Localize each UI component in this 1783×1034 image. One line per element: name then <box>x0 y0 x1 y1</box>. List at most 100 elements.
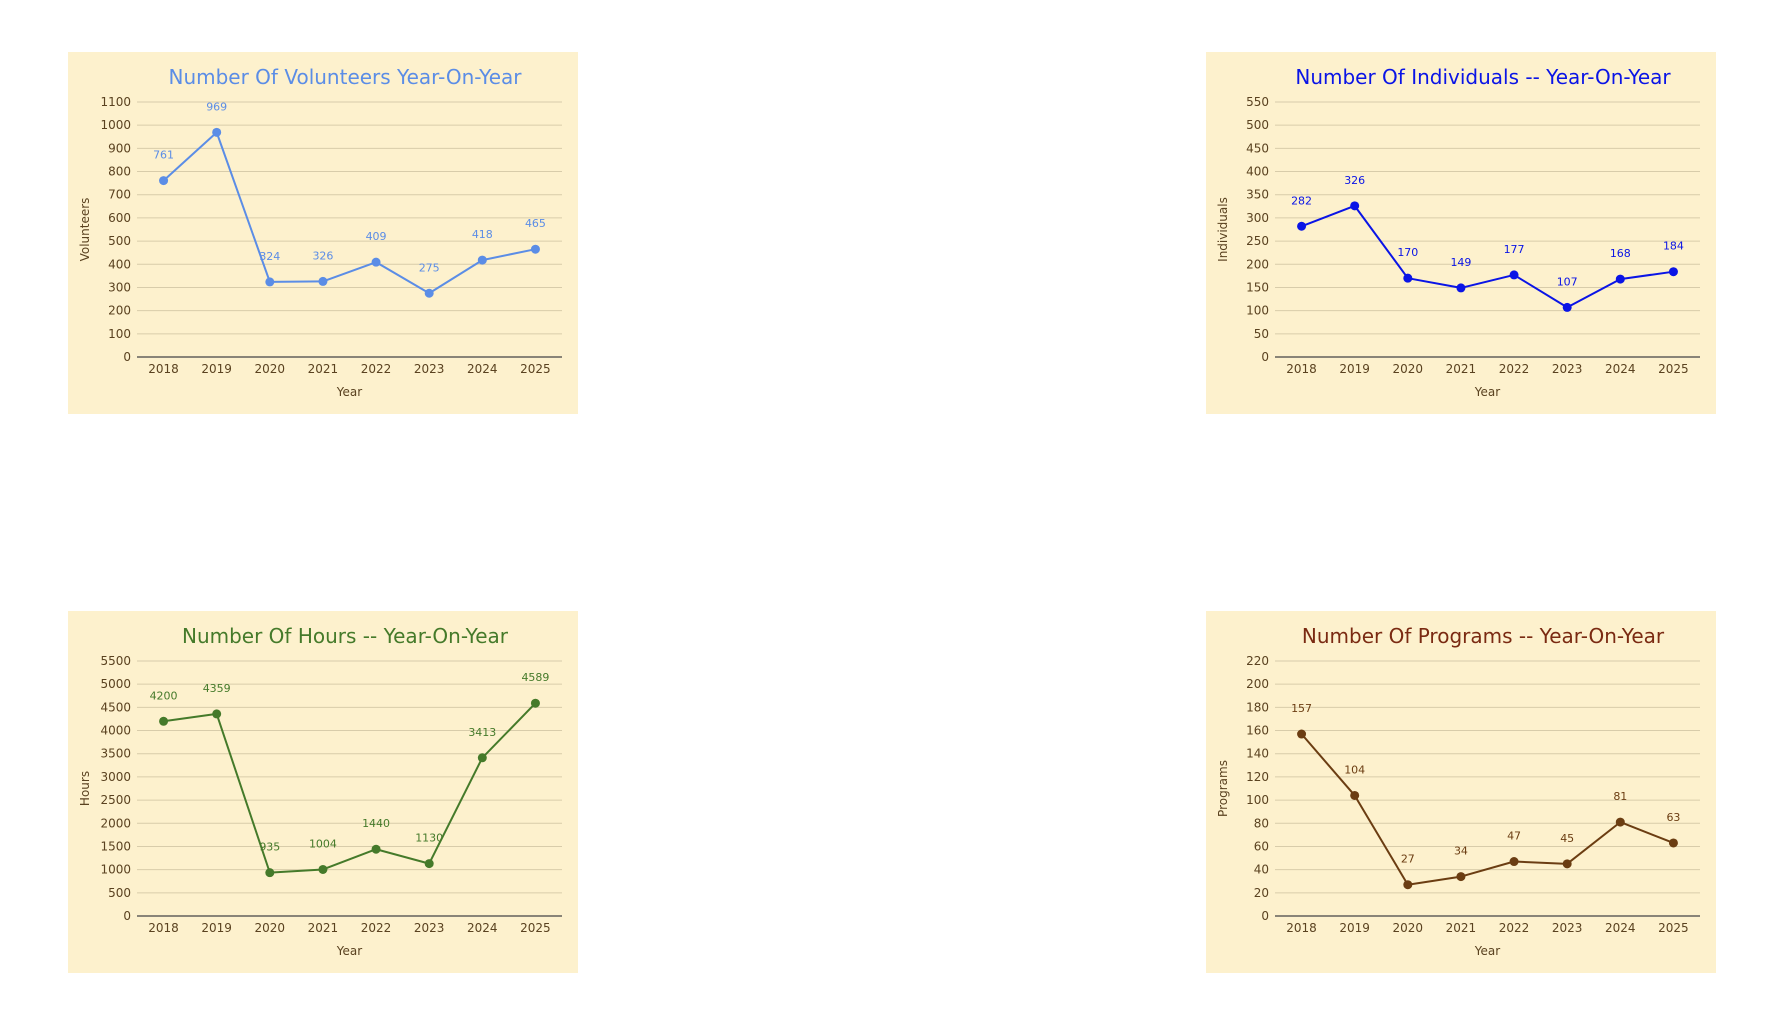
x-tick-label: 2019 <box>201 362 232 376</box>
data-point <box>371 844 381 854</box>
data-label: 104 <box>1344 763 1365 776</box>
x-tick-label: 2022 <box>361 362 392 376</box>
series-line <box>1301 204 1674 309</box>
hours-chart: Number Of Hours -- Year-On-Year 0 500 1000 1… <box>68 611 578 973</box>
x-axis-label: Year <box>1474 385 1500 399</box>
chart-title: Number Of Programs -- Year-On-Year <box>1302 624 1665 648</box>
x-tick-label: 2020 <box>255 362 286 376</box>
y-tick-label: 500 <box>108 886 131 900</box>
data-label: 184 <box>1663 240 1684 253</box>
y-tick-label: 140 <box>1246 747 1269 761</box>
data-point <box>424 859 434 869</box>
data-label: 47 <box>1507 830 1521 843</box>
data-label: 409 <box>366 230 387 243</box>
y-tick-label: 550 <box>1246 95 1269 109</box>
volunteers-chart: Number Of Volunteers Year-On-Year 0 100 200… <box>68 52 578 414</box>
data-label: 3413 <box>468 726 496 739</box>
data-point <box>477 753 487 763</box>
data-label: 170 <box>1397 246 1418 259</box>
y-axis-label: Volunteers <box>78 198 92 262</box>
chart-title: Number Of Individuals -- Year-On-Year <box>1295 65 1671 89</box>
y-tick-label: 450 <box>1246 141 1269 155</box>
data-label: 157 <box>1291 702 1312 715</box>
data-label: 4359 <box>203 682 231 695</box>
y-tick-label: 1100 <box>100 95 131 109</box>
series-line <box>163 702 537 874</box>
data-label: 81 <box>1613 790 1627 803</box>
x-tick-label: 2018 <box>1286 921 1317 935</box>
data-point <box>1456 872 1466 882</box>
hours-chart-svg: Number Of Hours -- Year-On-Year 0 500 1000 1… <box>78 624 562 958</box>
y-tick-label: 80 <box>1254 816 1269 830</box>
y-tick-label: 0 <box>1261 909 1269 923</box>
y-tick-label: 400 <box>1246 165 1269 179</box>
y-axis-label: Individuals <box>1216 197 1230 262</box>
x-tick-label: 2023 <box>1552 921 1583 935</box>
y-tick-label: 200 <box>1246 677 1269 691</box>
data-point <box>1668 838 1678 848</box>
y-tick-label: 40 <box>1254 863 1269 877</box>
x-tick-label: 2025 <box>520 921 551 935</box>
x-tick-label: 2018 <box>148 362 179 376</box>
volunteers-chart-svg: Number Of Volunteers Year-On-Year 0 100 200… <box>78 65 562 399</box>
data-point <box>1562 859 1572 869</box>
x-tick-label: 2022 <box>361 921 392 935</box>
x-tick-label: 2025 <box>520 362 551 376</box>
y-tick-label: 1500 <box>100 839 131 853</box>
data-label: 149 <box>1450 256 1471 269</box>
chart-title: Number Of Hours -- Year-On-Year <box>182 624 509 648</box>
data-point <box>318 276 328 286</box>
y-tick-label: 160 <box>1246 724 1269 738</box>
individuals-chart-svg: Number Of Individuals -- Year-On-Year 0 50… <box>1216 65 1700 399</box>
x-tick-label: 2020 <box>255 921 286 935</box>
y-tick-label: 1000 <box>100 118 131 132</box>
data-label: 1004 <box>309 837 337 850</box>
data-label: 761 <box>153 149 174 162</box>
y-tick-label: 100 <box>1246 304 1269 318</box>
x-tick-label: 2021 <box>308 362 339 376</box>
y-tick-label: 500 <box>108 234 131 248</box>
x-tick-label: 2024 <box>1605 362 1636 376</box>
data-point <box>265 868 275 878</box>
y-tick-label: 200 <box>1246 257 1269 271</box>
x-tick-label: 2024 <box>467 921 498 935</box>
data-point <box>1509 857 1519 867</box>
data-point <box>1350 201 1360 211</box>
data-point <box>1403 273 1413 283</box>
x-tick-label: 2023 <box>414 362 445 376</box>
data-point <box>1297 221 1307 231</box>
data-point <box>265 277 275 287</box>
data-point <box>1509 270 1519 280</box>
y-tick-label: 60 <box>1254 839 1269 853</box>
x-tick-label: 2018 <box>148 921 179 935</box>
data-label: 935 <box>259 841 280 854</box>
x-tick-label: 2025 <box>1658 921 1689 935</box>
y-tick-label: 150 <box>1246 280 1269 294</box>
data-label: 4200 <box>150 689 178 702</box>
programs-chart: Number Of Programs -- Year-On-Year 0 20 40 6… <box>1206 611 1716 973</box>
y-tick-label: 5000 <box>100 677 131 691</box>
x-tick-label: 2021 <box>1446 362 1477 376</box>
data-label: 275 <box>419 261 440 274</box>
data-label: 282 <box>1291 194 1312 207</box>
data-point <box>530 698 540 708</box>
x-tick-label: 2021 <box>1446 921 1477 935</box>
data-label: 1440 <box>362 817 390 830</box>
data-point <box>1456 283 1466 293</box>
data-label: 1130 <box>415 832 443 845</box>
x-tick-label: 2025 <box>1658 362 1689 376</box>
data-label: 34 <box>1454 845 1468 858</box>
x-axis-label: Year <box>336 385 362 399</box>
x-tick-label: 2020 <box>1393 921 1424 935</box>
y-tick-label: 1000 <box>100 863 131 877</box>
x-tick-label: 2024 <box>1605 921 1636 935</box>
x-tick-label: 2020 <box>1393 362 1424 376</box>
x-tick-label: 2021 <box>308 921 339 935</box>
data-label: 177 <box>1504 243 1525 256</box>
y-tick-label: 0 <box>123 350 131 364</box>
x-tick-label: 2022 <box>1499 921 1530 935</box>
x-tick-label: 2019 <box>1339 362 1370 376</box>
x-tick-label: 2024 <box>467 362 498 376</box>
y-tick-label: 220 <box>1246 654 1269 668</box>
y-tick-label: 100 <box>1246 793 1269 807</box>
